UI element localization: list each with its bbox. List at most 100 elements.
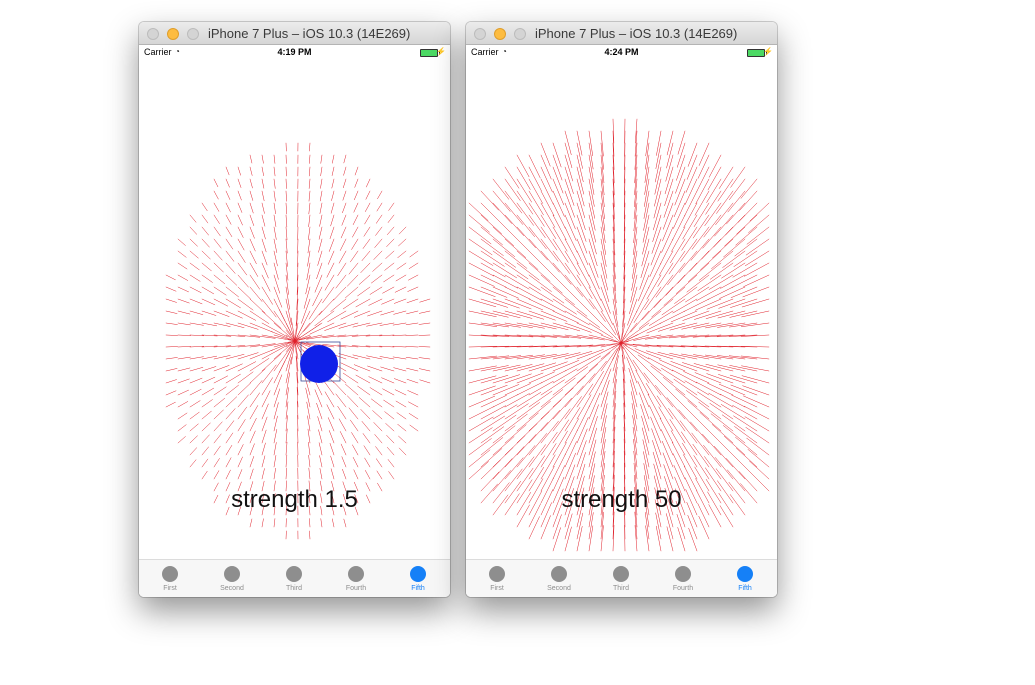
tab-second[interactable]: Second — [528, 560, 590, 597]
tab-fifth[interactable]: Fifth — [387, 560, 449, 597]
field-vector — [480, 385, 508, 396]
field-vector — [704, 345, 734, 348]
field-vector — [339, 238, 347, 251]
field-vector — [225, 310, 243, 319]
field-vector — [528, 516, 540, 540]
field-vector — [516, 214, 535, 237]
field-vector — [740, 334, 770, 337]
field-vector — [337, 334, 359, 338]
circle-icon — [675, 566, 691, 582]
close-icon[interactable] — [474, 28, 486, 40]
tab-first[interactable]: First — [466, 560, 528, 597]
field-vector — [480, 405, 506, 420]
field-vector — [237, 178, 242, 188]
field-vector — [716, 334, 746, 338]
tab-fifth[interactable]: Fifth — [714, 560, 776, 597]
field-vector — [249, 298, 266, 314]
field-vector — [655, 142, 662, 169]
field-vector — [372, 410, 383, 420]
field-vector — [729, 322, 758, 328]
field-vector — [631, 262, 638, 291]
field-vector — [307, 250, 311, 267]
field-vector — [670, 238, 686, 264]
field-vector — [576, 190, 586, 219]
tab-first[interactable]: First — [139, 560, 201, 597]
field-vector — [588, 154, 594, 183]
field-vector — [674, 286, 698, 304]
minimize-icon[interactable] — [167, 28, 179, 40]
field-vector — [624, 474, 626, 504]
zoom-icon[interactable] — [514, 28, 526, 40]
minimize-icon[interactable] — [494, 28, 506, 40]
field-vector — [646, 274, 662, 300]
tab-bar: First Second Third Fourth Fifth — [466, 559, 777, 597]
field-vector — [328, 430, 335, 444]
field-vector — [612, 367, 618, 396]
field-vector — [365, 202, 371, 212]
field-vector — [285, 202, 287, 215]
field-vector — [694, 372, 722, 384]
field-vector — [746, 437, 770, 456]
field-vector — [516, 274, 541, 291]
field-vector — [318, 442, 323, 456]
field-vector — [633, 450, 638, 480]
tab-third[interactable]: Third — [590, 560, 652, 597]
tab-fourth[interactable]: Fourth — [652, 560, 714, 597]
tab-third[interactable]: Third — [263, 560, 325, 597]
field-vector — [678, 250, 698, 273]
field-vector — [273, 480, 276, 492]
field-vector — [504, 480, 522, 504]
field-vector — [237, 382, 251, 396]
field-vector — [418, 357, 431, 360]
field-vector — [718, 298, 746, 309]
field-vector — [552, 488, 564, 516]
field-vector — [564, 250, 580, 276]
device-screen[interactable]: Carrier ◔ 4:19 PM ⚡ strength 1.5 First S… — [139, 45, 450, 597]
tab-second[interactable]: Second — [201, 560, 263, 597]
field-vector — [326, 404, 335, 420]
device-screen[interactable]: Carrier ◔ 4:24 PM ⚡ strength 50 First Se… — [466, 45, 777, 597]
field-vector — [674, 488, 686, 516]
field-vector — [612, 390, 617, 420]
field-vector — [329, 443, 335, 456]
field-vector — [528, 444, 546, 468]
field-vector — [612, 214, 615, 244]
field-vector — [693, 455, 710, 480]
field-vector — [342, 298, 359, 310]
field-vector — [746, 226, 770, 245]
window-titlebar[interactable]: iPhone 7 Plus – iOS 10.3 (14E269) — [466, 22, 777, 45]
field-vector — [663, 286, 686, 306]
field-vector — [419, 379, 431, 384]
close-icon[interactable] — [147, 28, 159, 40]
field-vector — [609, 339, 638, 348]
field-vector — [654, 499, 662, 528]
field-vector — [692, 345, 722, 348]
field-vector — [320, 178, 323, 189]
field-vector — [392, 322, 407, 326]
field-vector — [285, 356, 292, 384]
field-vector — [552, 397, 572, 420]
field-vector — [261, 202, 265, 214]
field-vector — [588, 286, 604, 312]
field-vector — [600, 498, 605, 528]
field-vector — [419, 298, 431, 303]
tab-fourth[interactable]: Fourth — [325, 560, 387, 597]
zoom-icon[interactable] — [187, 28, 199, 40]
window-titlebar[interactable]: iPhone 7 Plus – iOS 10.3 (14E269) — [139, 22, 450, 45]
field-vector — [237, 406, 247, 420]
field-vector — [343, 166, 347, 176]
field-vector — [552, 322, 581, 332]
field-vector — [374, 434, 383, 444]
field-vector — [729, 374, 758, 384]
field-vector — [285, 340, 296, 372]
field-vector — [612, 333, 626, 360]
field-vector — [273, 154, 276, 164]
field-vector — [600, 154, 605, 184]
field-vector — [314, 310, 335, 327]
field-vector — [261, 190, 265, 202]
field-vector — [480, 395, 507, 408]
field-vector — [357, 385, 371, 396]
field-vector — [201, 376, 216, 384]
field-vector — [165, 390, 177, 396]
field-vector — [600, 474, 605, 504]
